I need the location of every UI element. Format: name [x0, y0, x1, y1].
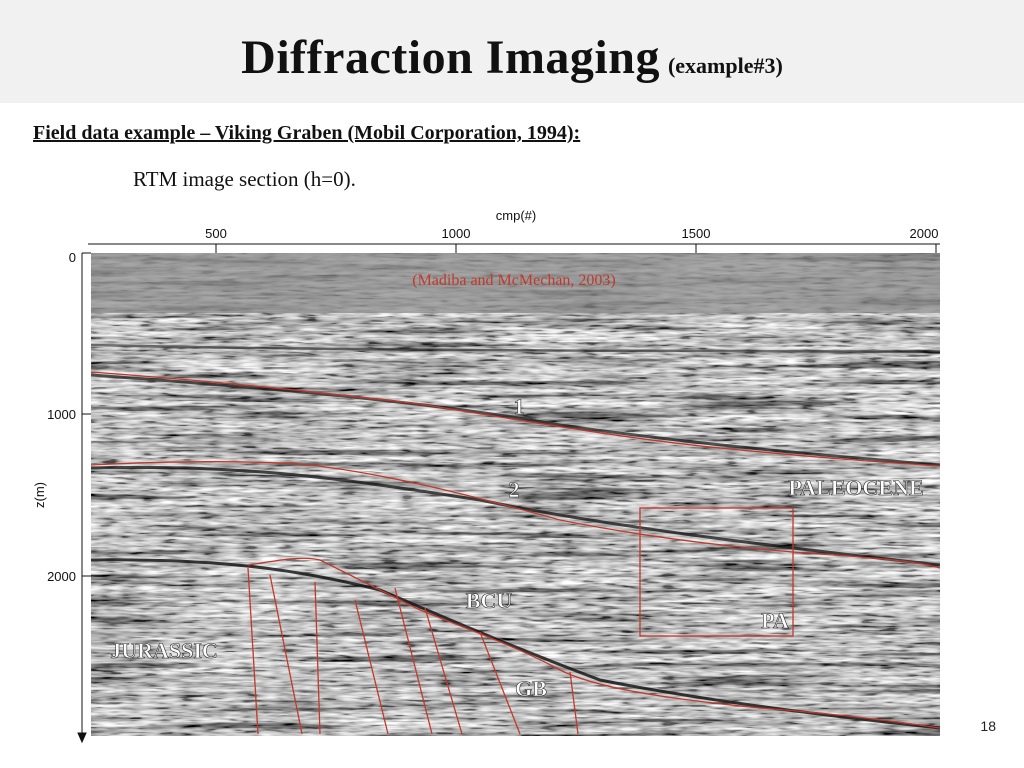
fault-6: [424, 607, 463, 735]
y-tick-label: 2000: [47, 569, 76, 584]
horizon-1-label: 1: [514, 394, 525, 419]
horizon-lines: [90, 371, 941, 735]
jurassic-label: JURASSIC: [110, 638, 218, 663]
x-tick-label: 2000: [910, 226, 939, 241]
fault-8: [569, 671, 579, 735]
axes: [77, 243, 940, 744]
horizon-1-line: [90, 371, 941, 467]
x-tick-label: 1500: [682, 226, 711, 241]
title-main: Diffraction Imaging: [241, 31, 660, 84]
fault-3: [314, 581, 321, 735]
x-tick-label: 500: [205, 226, 227, 241]
gb-label: GB: [515, 676, 547, 701]
y-tick-label: 0: [69, 250, 76, 265]
title-suffix: (example#3): [667, 53, 783, 78]
paleocene-label: PALEOCENE: [788, 475, 923, 500]
horizon-2-line: [90, 461, 941, 569]
title-band: [0, 0, 1024, 103]
fault-1: [247, 567, 259, 735]
fault-7: [479, 631, 521, 735]
x-tick-label: 1000: [442, 226, 471, 241]
slide-title: Diffraction Imaging (example#3): [0, 30, 1024, 85]
figure-caption: RTM image section (h=0).: [133, 167, 356, 191]
x-axis-label: cmp(#): [496, 208, 536, 223]
bcu-line: [247, 557, 941, 729]
y-tick-label: 1000: [47, 407, 76, 422]
section-heading: Field data example – Viking Graben (Mobi…: [33, 122, 581, 144]
fault-5: [394, 587, 433, 735]
fault-4: [354, 599, 389, 735]
seismic-image: [91, 253, 940, 736]
y-axis-label: z(m): [32, 482, 47, 508]
bcu-label: BCU: [466, 588, 513, 613]
pa-box: [639, 507, 794, 637]
horizon-2-label: 2: [509, 477, 520, 502]
pa-label: PA: [761, 608, 789, 633]
fault-2: [269, 574, 303, 735]
page-number: 18: [980, 718, 996, 734]
figure-credit: (Madiba and McMechan, 2003): [412, 272, 616, 289]
